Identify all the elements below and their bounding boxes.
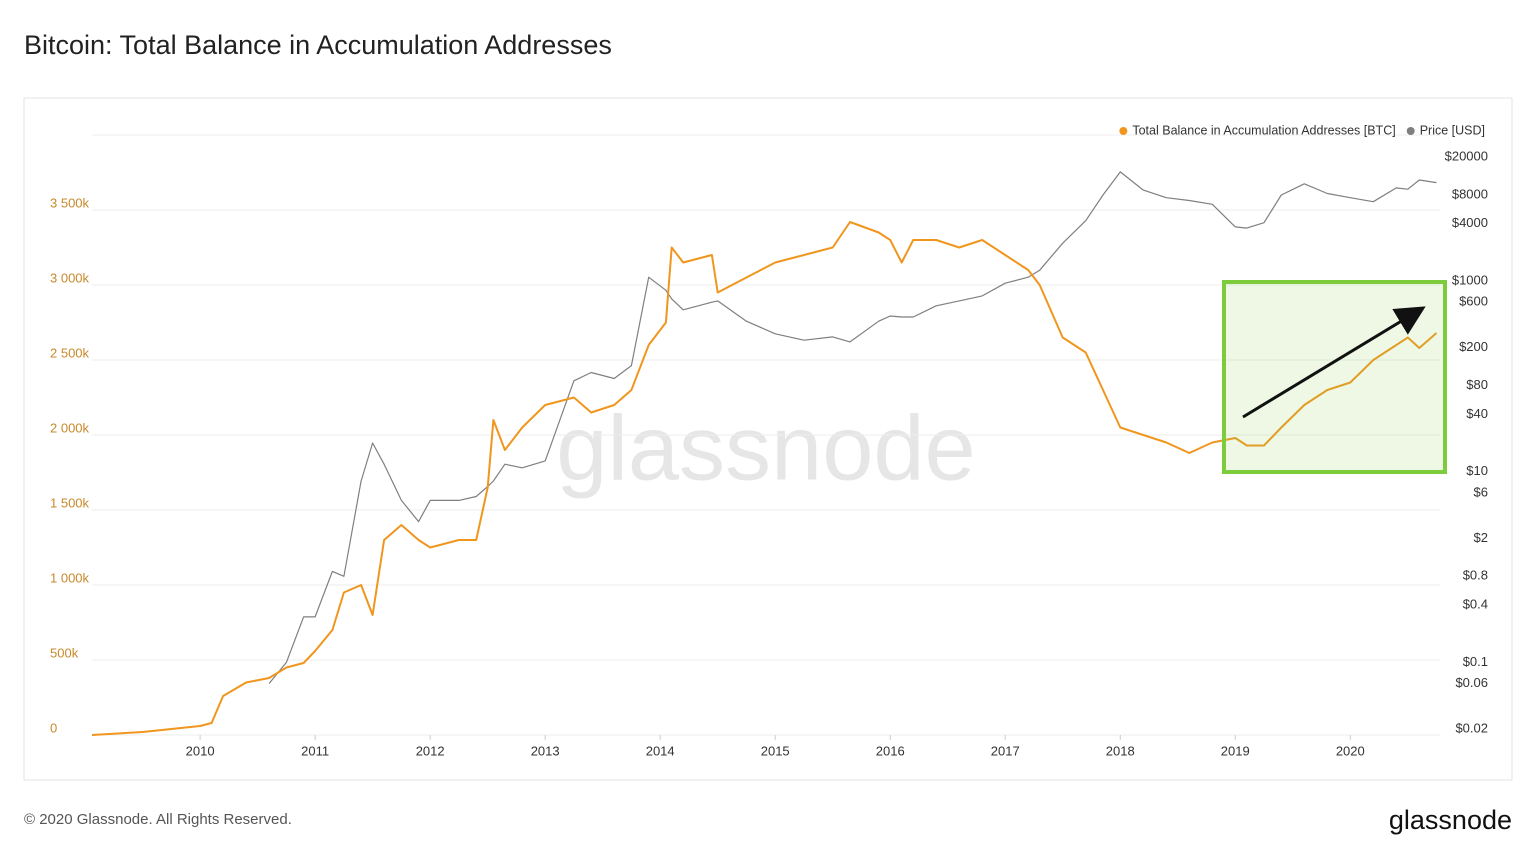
trend-arrow [1242,306,1426,419]
y-tick-label: 500k [50,645,79,660]
legend-label: Price [USD] [1420,123,1485,137]
x-tick-label: 2016 [876,743,905,758]
chart-title: Bitcoin: Total Balance in Accumulation A… [24,30,612,60]
y2-tick-label: $8000 [1452,186,1488,201]
y2-tick-label: $20000 [1445,149,1488,164]
legend-label: Total Balance in Accumulation Addresses … [1132,123,1395,137]
y2-tick-label: $0.02 [1455,720,1488,735]
y-tick-label: 0 [50,720,57,735]
y2-tick-label: $80 [1466,377,1488,392]
y2-tick-label: $0.4 [1463,596,1488,611]
y-tick-label: 2 500k [50,345,90,360]
x-tick-label: 2017 [991,743,1020,758]
y-tick-label: 3 000k [50,270,90,285]
y2-tick-label: $600 [1459,294,1488,309]
y2-tick-label: $0.06 [1455,675,1488,690]
y2-tick-label: $0.8 [1463,568,1488,583]
x-tick-label: 2013 [531,743,560,758]
x-tick-label: 2011 [301,743,329,758]
x-tick-label: 2010 [186,743,215,758]
x-tick-label: 2020 [1336,743,1365,758]
y2-tick-label: $10 [1466,463,1488,478]
y-tick-label: 1 500k [50,495,90,510]
y2-tick-label: $1000 [1452,273,1488,288]
highlight-box [1222,280,1447,474]
panel [23,97,1513,781]
legend-marker [1406,127,1415,135]
legend-marker [1119,127,1128,135]
x-tick-label: 2012 [416,743,445,758]
y2-tick-label: $200 [1459,339,1488,354]
y-tick-label: 2 000k [50,420,90,435]
x-tick-label: 2018 [1106,743,1135,758]
x-tick-label: 2019 [1221,743,1250,758]
y2-tick-label: $40 [1466,406,1488,421]
watermark: glassnode [556,397,975,499]
brand-logo: glassnode [1389,805,1512,835]
y2-tick-label: $6 [1474,484,1488,499]
x-tick-label: 2014 [646,743,675,758]
y2-tick-label: $0.1 [1463,654,1488,669]
y-tick-label: 1 000k [50,570,90,585]
series-line [268,171,1437,684]
x-tick-label: 2015 [761,743,790,758]
y2-tick-label: $4000 [1452,215,1488,230]
footer: © 2020 Glassnode. All Rights Reserved. [24,811,292,828]
y2-tick-label: $2 [1474,530,1488,545]
y-tick-label: 3 500k [50,195,90,210]
